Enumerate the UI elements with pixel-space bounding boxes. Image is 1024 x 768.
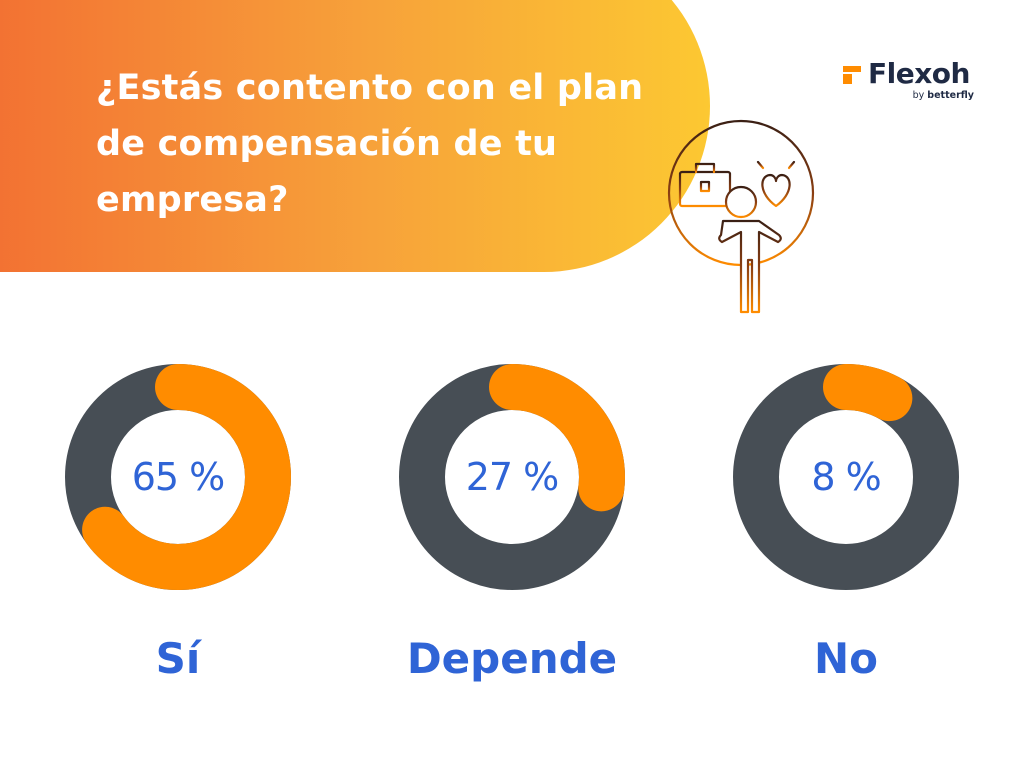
donut-value: 8 % (811, 455, 881, 499)
donut-svg (65, 364, 291, 590)
flexoh-logo: Flexoh by betterfly (843, 57, 978, 104)
donut-svg (733, 364, 959, 590)
category-label: No (813, 634, 878, 683)
logo-by: by (912, 90, 928, 101)
donut-value-arc (65, 364, 291, 590)
person-icon (718, 185, 782, 314)
donut-value-arc (399, 364, 625, 590)
donut-chart-depende: 27 % (397, 362, 627, 592)
briefcase-icon (678, 162, 732, 208)
donut-chart-no: 8 % (731, 362, 961, 592)
header-banner (0, 0, 710, 272)
logo-mark-icon (843, 66, 861, 84)
logo-partner: betterfly (927, 90, 974, 101)
logo-tagline: by betterfly (913, 90, 974, 102)
donut-value: 65 % (131, 455, 226, 499)
category-label: Sí (155, 634, 201, 683)
donut-chart-si: 65 % (63, 362, 293, 592)
donut-value: 27 % (465, 455, 560, 499)
category-label: Depende (406, 634, 618, 683)
heart-icon (756, 152, 796, 208)
employee-illustration (667, 119, 815, 314)
survey-question: ¿Estás contento con el plan de compensac… (96, 68, 644, 220)
logo-name: Flexoh (868, 57, 970, 90)
donut-value-arc (733, 364, 959, 590)
donut-svg (399, 364, 625, 590)
